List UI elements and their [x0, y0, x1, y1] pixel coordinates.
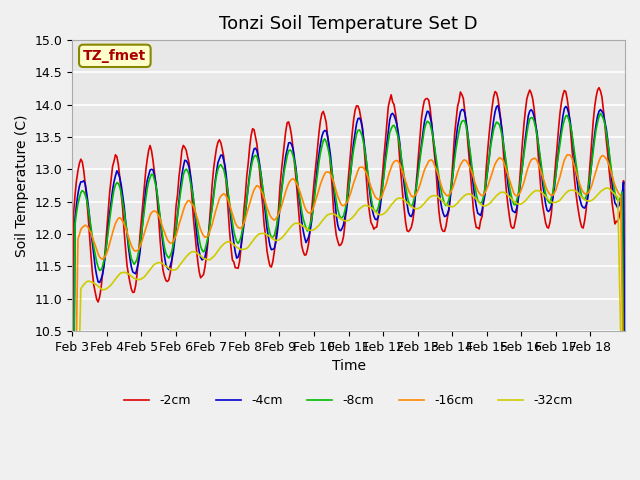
-16cm	[618, 295, 626, 300]
-32cm	[462, 192, 470, 197]
-2cm	[87, 252, 95, 258]
-2cm	[595, 85, 603, 91]
Title: Tonzi Soil Temperature Set D: Tonzi Soil Temperature Set D	[220, 15, 478, 33]
-2cm	[545, 225, 552, 231]
X-axis label: Time: Time	[332, 359, 365, 373]
-2cm	[104, 208, 112, 214]
Line: -4cm: -4cm	[72, 106, 625, 480]
-16cm	[545, 190, 552, 195]
-8cm	[462, 124, 470, 130]
-16cm	[104, 246, 112, 252]
-8cm	[545, 199, 552, 204]
Y-axis label: Soil Temperature (C): Soil Temperature (C)	[15, 114, 29, 257]
-4cm	[87, 228, 95, 234]
-32cm	[602, 185, 610, 191]
Line: -32cm: -32cm	[72, 188, 625, 480]
Line: -2cm: -2cm	[72, 88, 625, 480]
-4cm	[353, 121, 360, 127]
-2cm	[353, 103, 360, 108]
Legend: -2cm, -4cm, -8cm, -16cm, -32cm: -2cm, -4cm, -8cm, -16cm, -32cm	[120, 389, 578, 412]
-16cm	[462, 158, 470, 164]
-32cm	[104, 285, 112, 290]
-8cm	[596, 110, 604, 116]
-4cm	[462, 120, 470, 125]
-16cm	[353, 172, 360, 178]
-32cm	[87, 279, 95, 285]
-16cm	[563, 152, 571, 157]
-8cm	[353, 131, 360, 137]
-8cm	[618, 189, 626, 195]
-8cm	[104, 228, 112, 234]
-4cm	[494, 103, 502, 108]
Text: TZ_fmet: TZ_fmet	[83, 49, 147, 63]
-16cm	[87, 230, 95, 236]
-4cm	[618, 192, 626, 198]
-8cm	[87, 224, 95, 229]
-32cm	[353, 210, 360, 216]
-32cm	[618, 399, 626, 405]
-2cm	[462, 120, 470, 126]
-4cm	[104, 223, 112, 229]
-32cm	[545, 197, 552, 203]
-4cm	[546, 207, 554, 213]
-2cm	[618, 195, 626, 201]
Line: -16cm: -16cm	[72, 155, 625, 480]
-2cm	[621, 449, 629, 455]
-4cm	[621, 383, 629, 388]
Line: -8cm: -8cm	[72, 113, 625, 480]
